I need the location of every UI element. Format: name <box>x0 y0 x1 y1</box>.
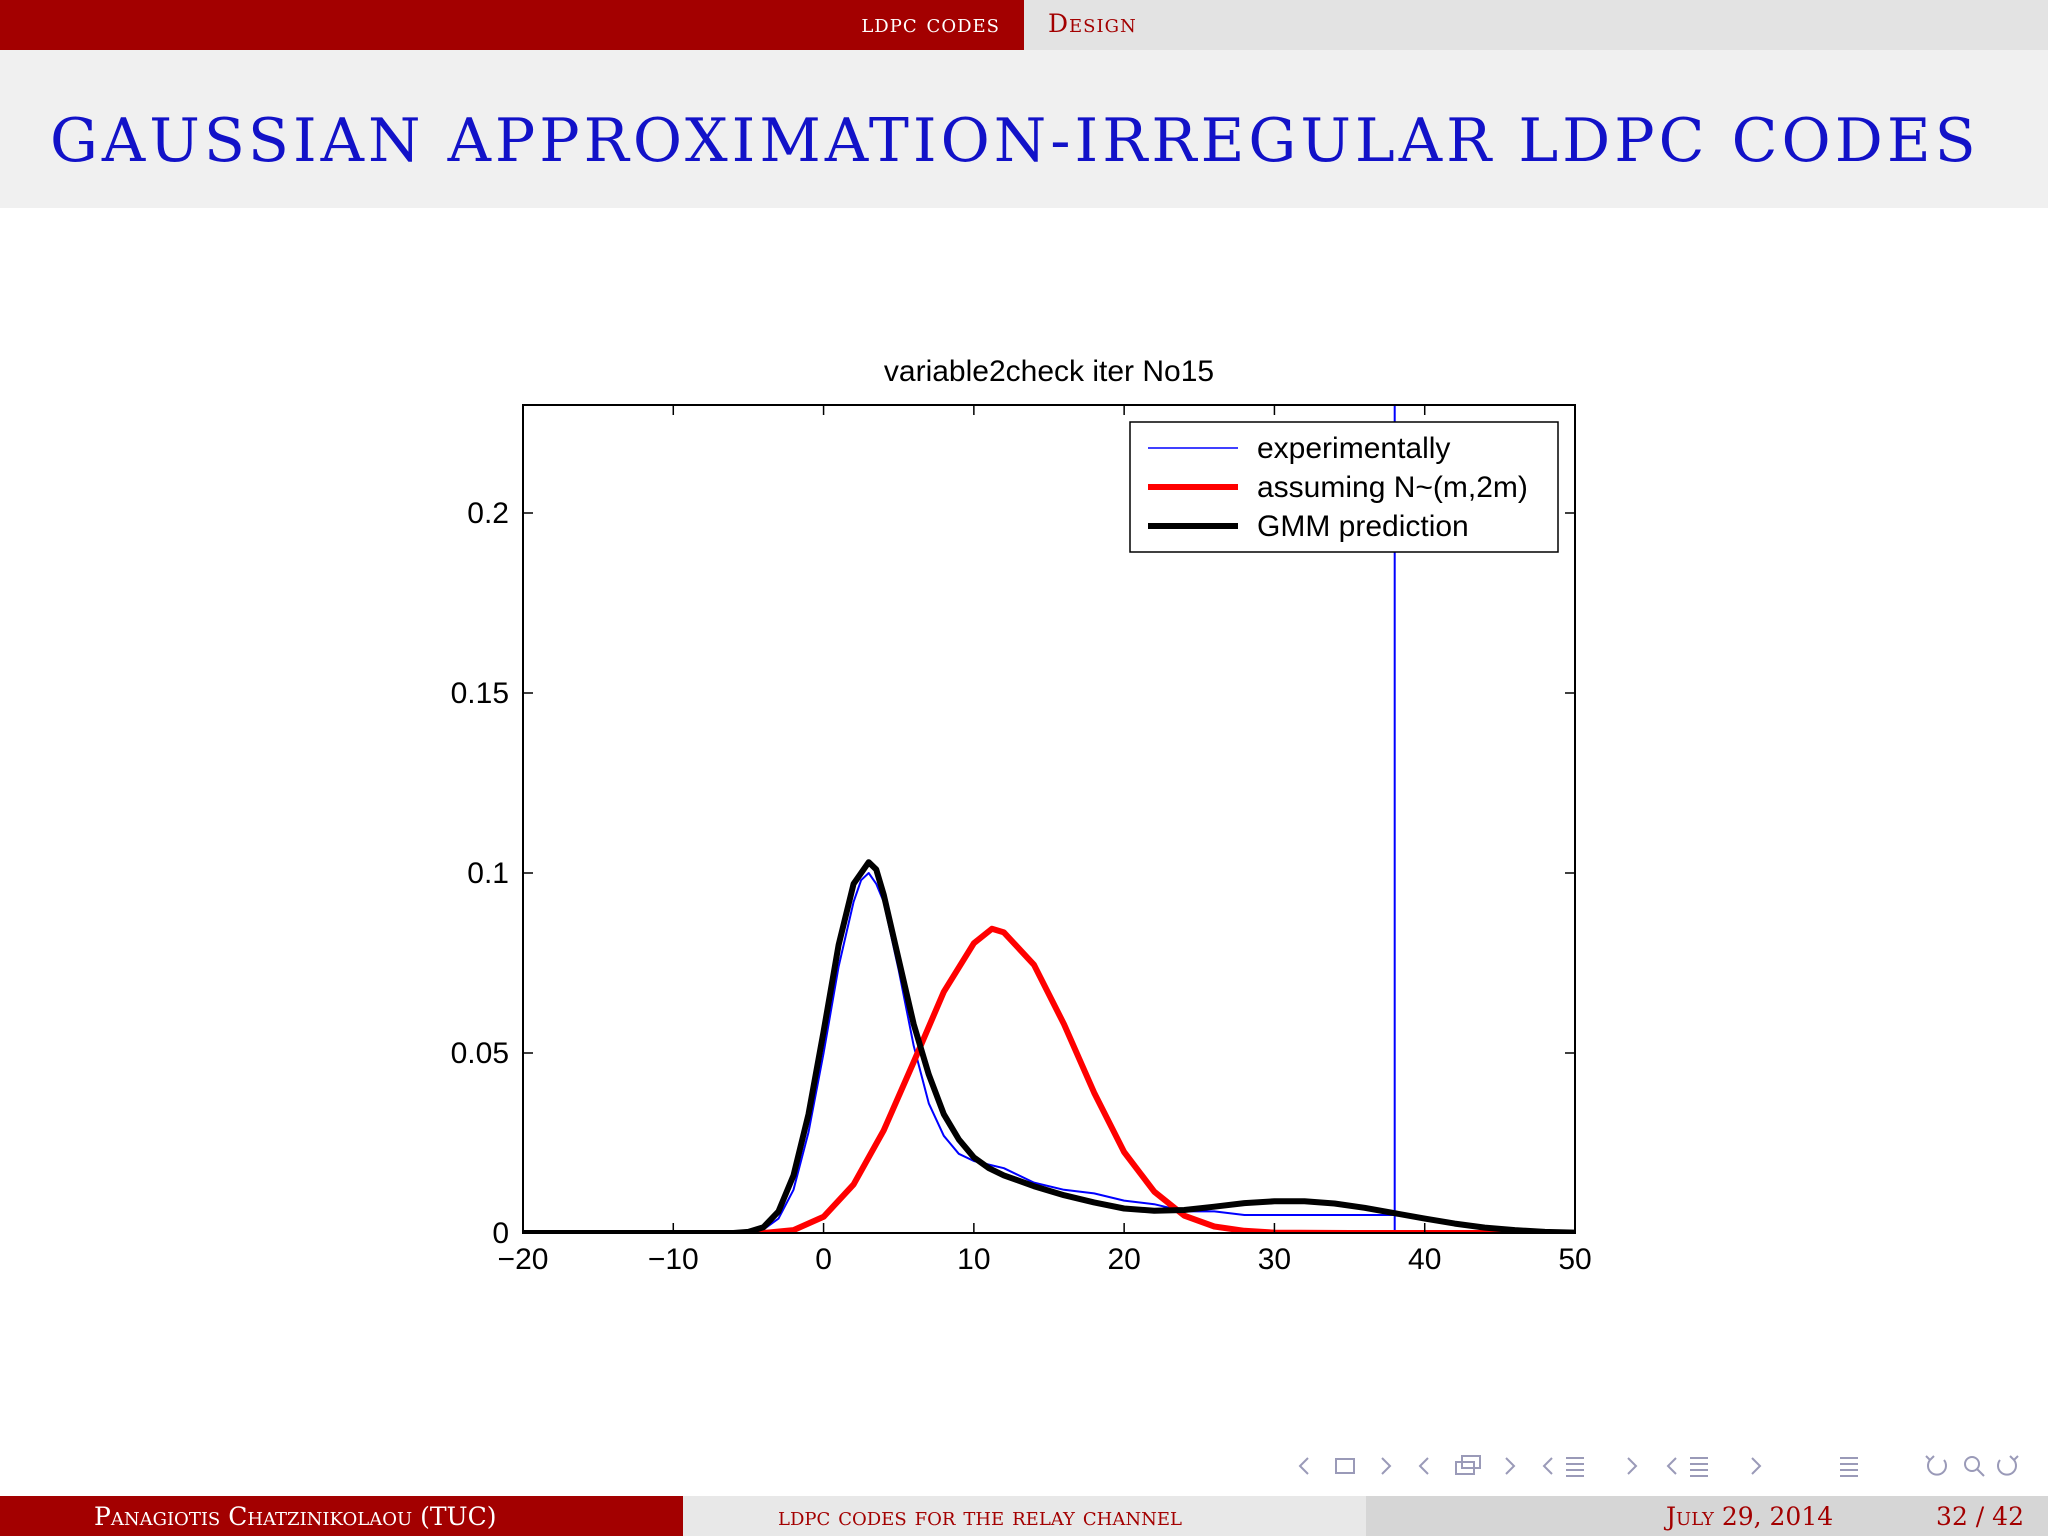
x-tick-label: 0 <box>815 1243 832 1276</box>
section-icon[interactable] <box>1690 1457 1708 1477</box>
nav-section-ldpc-codes[interactable]: ldpc codes <box>861 9 1000 38</box>
x-tick-label: −10 <box>648 1243 699 1276</box>
x-tick-label: 40 <box>1408 1243 1441 1276</box>
series-line-1 <box>523 925 1575 1233</box>
x-tick-label: −20 <box>498 1243 549 1276</box>
frames-icon[interactable] <box>1455 1455 1481 1475</box>
slide-title-bar: GAUSSIAN APPROXIMATION-IRREGULAR LDPC CO… <box>0 50 2048 208</box>
top-navigation-bar: ldpc codes Design <box>0 0 2048 50</box>
next-slide-icon[interactable] <box>1381 1457 1392 1475</box>
slide-frame-icon[interactable] <box>1335 1458 1355 1474</box>
nav-subsection-design[interactable]: Design <box>1048 9 1137 38</box>
y-tick-label: 0.2 <box>467 497 509 530</box>
plot-frame <box>522 404 1576 1234</box>
footer-date-area: July 29, 2014 32 / 42 <box>1366 1496 2048 1536</box>
beamer-navigation-symbols <box>1298 1455 2019 1477</box>
document-icon[interactable] <box>1840 1457 1858 1477</box>
x-tick-label: 10 <box>957 1243 990 1276</box>
slide-title: GAUSSIAN APPROXIMATION-IRREGULAR LDPC CO… <box>50 106 1980 176</box>
footer-author: Panagiotis Chatzinikolaou (TUC) <box>94 1502 497 1531</box>
footer-date: July 29, 2014 <box>1666 1502 1834 1531</box>
chart-title: variable2check iter No15 <box>884 355 1214 388</box>
next-frame-icon[interactable] <box>1505 1457 1516 1475</box>
series-line-0 <box>523 405 1396 1233</box>
footer-page-number: 32 / 42 <box>1936 1502 2024 1531</box>
subsection-icon[interactable] <box>1566 1457 1584 1477</box>
x-tick-label: 20 <box>1107 1243 1140 1276</box>
y-tick-label: 0.1 <box>467 857 509 890</box>
prev-section-icon[interactable] <box>1666 1457 1677 1475</box>
back-icon[interactable] <box>1925 1455 1947 1476</box>
legend-label-0: experimentally <box>1257 432 1450 465</box>
subsection-nav-area: Design <box>1024 0 2048 50</box>
legend-label-1: assuming N~(m,2m) <box>1257 471 1528 504</box>
next-subsection-icon[interactable] <box>1627 1457 1638 1475</box>
section-nav-area: ldpc codes <box>0 0 1024 50</box>
y-tick-label: 0 <box>492 1217 509 1250</box>
y-tick-label: 0.15 <box>451 677 509 710</box>
y-tick-label: 0.05 <box>451 1037 509 1070</box>
prev-subsection-icon[interactable] <box>1542 1457 1553 1475</box>
forward-icon[interactable] <box>1997 1455 2019 1476</box>
legend-label-2: GMM prediction <box>1257 510 1469 543</box>
prev-slide-icon[interactable] <box>1298 1457 1309 1475</box>
next-section-icon[interactable] <box>1751 1457 1762 1475</box>
footer-short-title: ldpc codes for the relay channel <box>778 1502 1182 1531</box>
x-tick-label: 50 <box>1558 1243 1591 1276</box>
x-tick-label: 30 <box>1258 1243 1291 1276</box>
prev-frame-icon[interactable] <box>1418 1457 1429 1475</box>
footer-author-area: Panagiotis Chatzinikolaou (TUC) <box>0 1496 683 1536</box>
density-chart: variable2check iter No15 −20 −10 0 10 20 30 40 5… <box>451 355 1592 1276</box>
footer-title-area: ldpc codes for the relay channel <box>683 1496 1366 1536</box>
search-icon[interactable] <box>1964 1456 1985 1477</box>
footer-bar: Panagiotis Chatzinikolaou (TUC) ldpc cod… <box>0 1496 2048 1536</box>
series-line-2 <box>523 859 1575 1233</box>
